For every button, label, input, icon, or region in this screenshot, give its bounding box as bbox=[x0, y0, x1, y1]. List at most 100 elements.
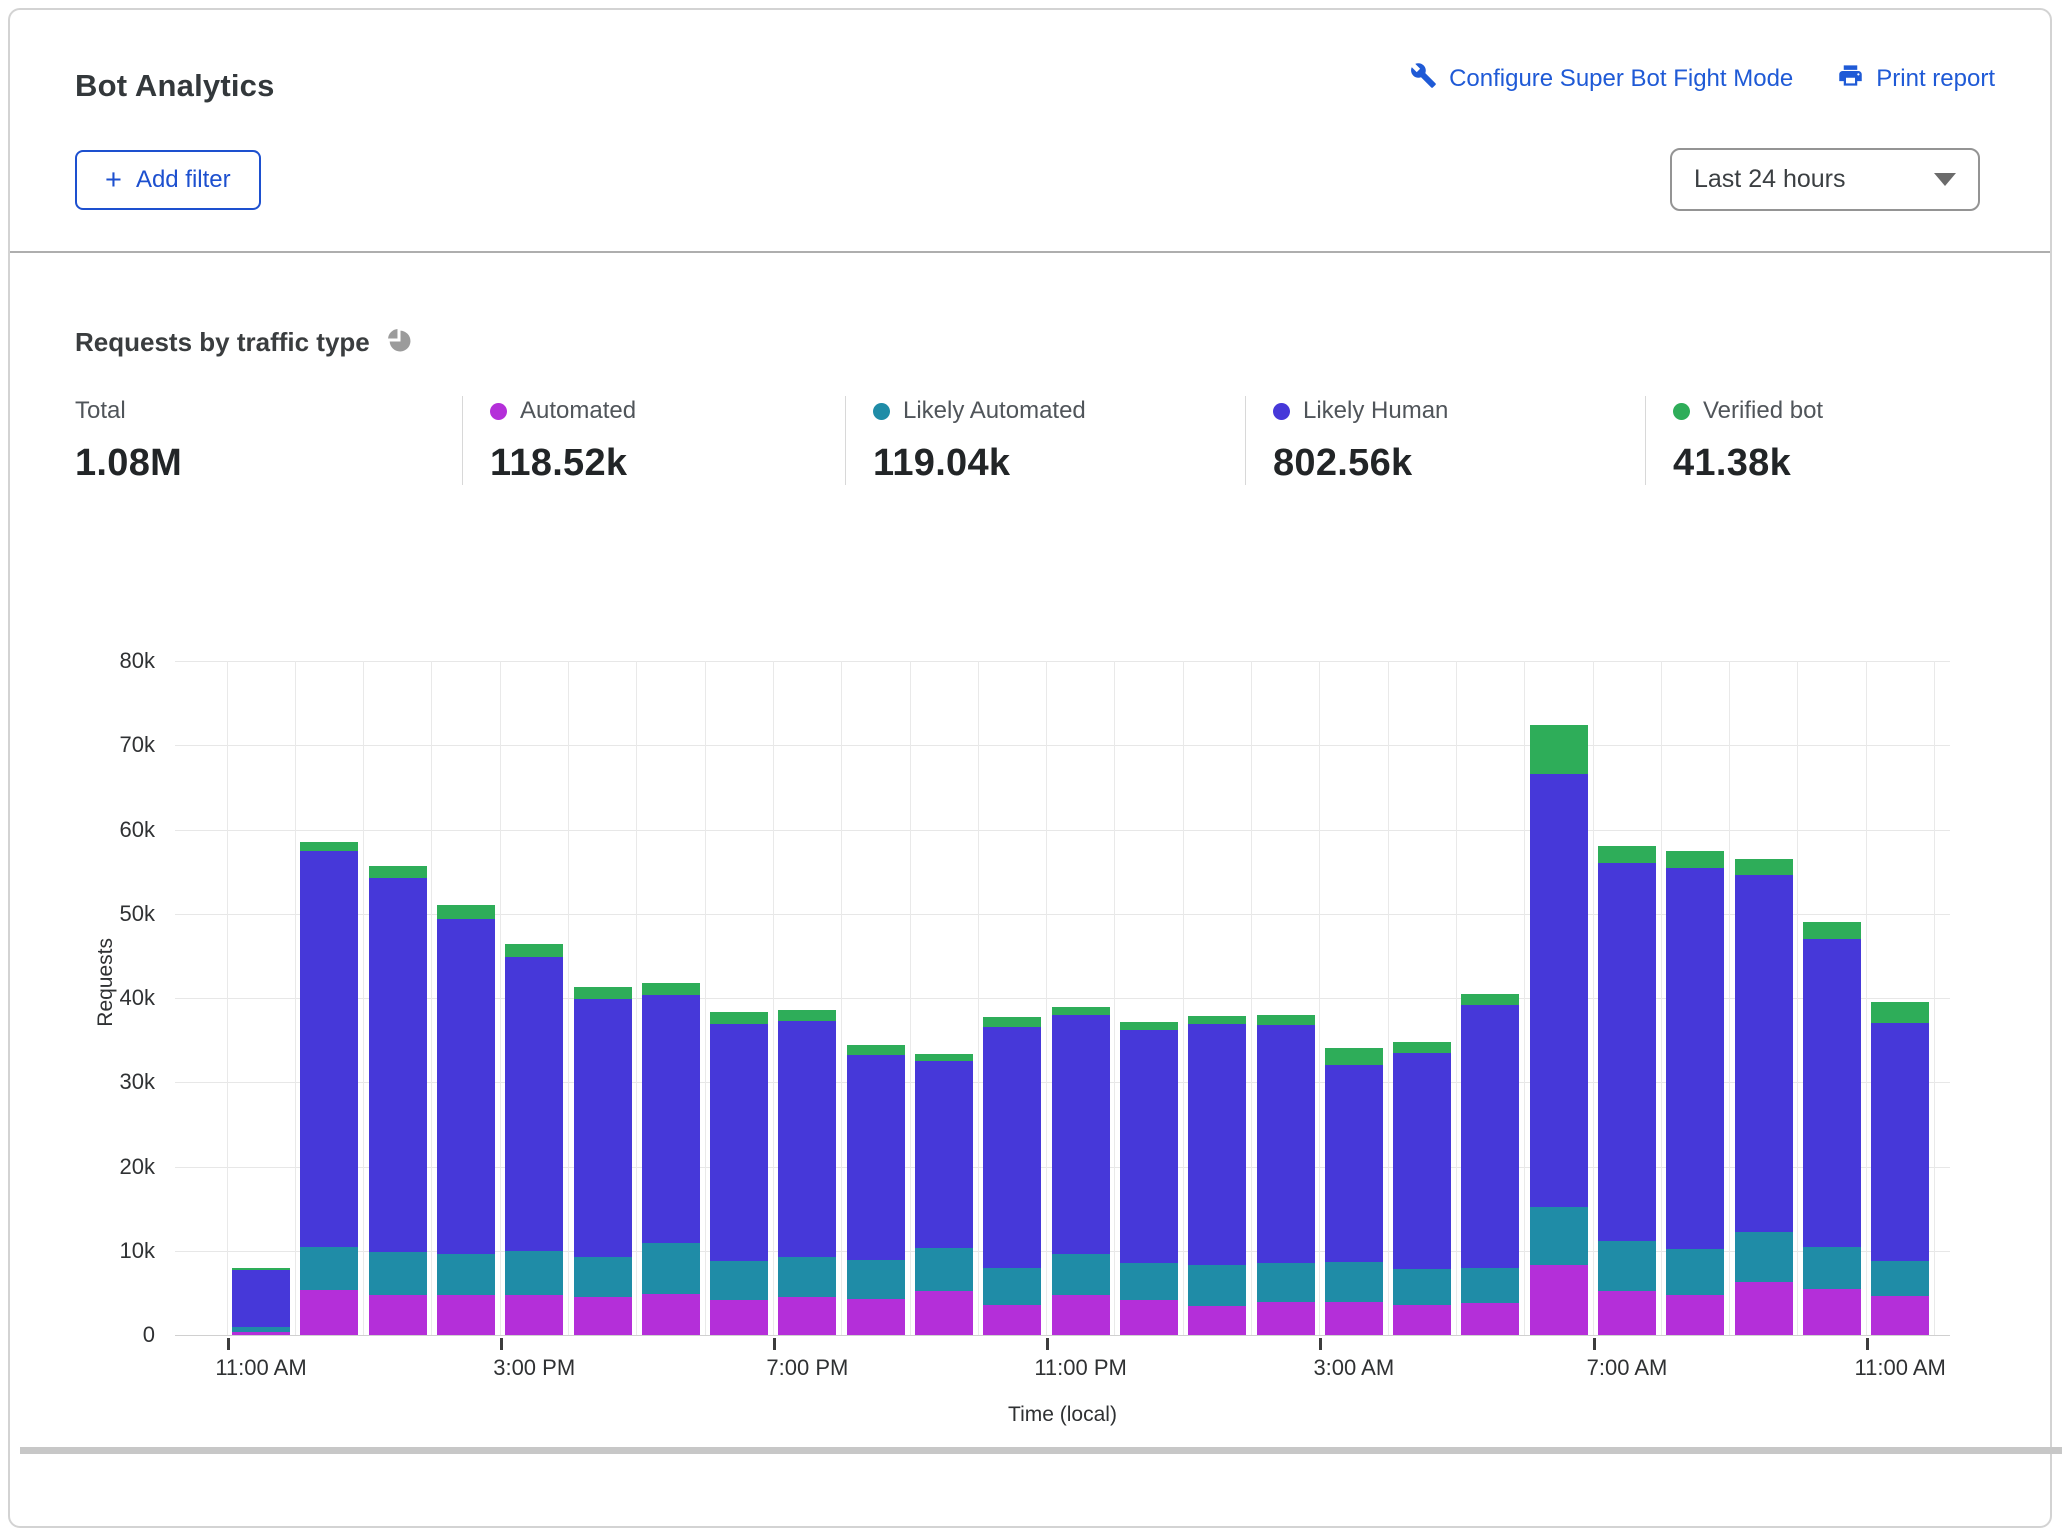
bar-segment-likely-human[interactable] bbox=[641, 995, 700, 1244]
bar-segment-likely-human[interactable] bbox=[505, 956, 564, 1251]
bar-segment-likely-human[interactable] bbox=[1461, 1004, 1520, 1268]
bar-segment-likely-automated[interactable] bbox=[710, 1260, 769, 1300]
bar-segment-likely-automated[interactable] bbox=[1051, 1254, 1110, 1296]
bar-segment-likely-human[interactable] bbox=[1529, 773, 1588, 1207]
bar-segment-likely-automated[interactable] bbox=[1461, 1267, 1520, 1303]
bar-segment-verified-bot[interactable] bbox=[1734, 858, 1793, 875]
bar-segment-likely-human[interactable] bbox=[1188, 1024, 1247, 1266]
print-report-link[interactable]: Print report bbox=[1837, 62, 1995, 96]
bar-segment-automated[interactable] bbox=[1324, 1302, 1383, 1335]
bar-segment-likely-human[interactable] bbox=[1324, 1065, 1383, 1262]
bar-segment-automated[interactable] bbox=[1529, 1265, 1588, 1335]
bar-segment-likely-human[interactable] bbox=[1119, 1030, 1178, 1263]
bar-segment-verified-bot[interactable] bbox=[300, 842, 359, 852]
bar-segment-likely-human[interactable] bbox=[846, 1055, 905, 1260]
bar-segment-automated[interactable] bbox=[300, 1290, 359, 1335]
bar-segment-verified-bot[interactable] bbox=[1393, 1041, 1452, 1053]
bar-segment-likely-human[interactable] bbox=[1734, 874, 1793, 1233]
bar-segment-likely-human[interactable] bbox=[436, 918, 495, 1255]
bar-segment-verified-bot[interactable] bbox=[1461, 993, 1520, 1005]
bar-segment-verified-bot[interactable] bbox=[641, 982, 700, 996]
bar-segment-likely-automated[interactable] bbox=[436, 1254, 495, 1296]
bar-segment-automated[interactable] bbox=[1871, 1296, 1930, 1335]
bar-segment-automated[interactable] bbox=[1051, 1295, 1110, 1335]
bar-segment-automated[interactable] bbox=[1461, 1302, 1520, 1335]
bar-segment-likely-automated[interactable] bbox=[1188, 1265, 1247, 1306]
bar-segment-automated[interactable] bbox=[641, 1293, 700, 1335]
bar-segment-likely-automated[interactable] bbox=[1666, 1249, 1725, 1295]
bar-segment-likely-human[interactable] bbox=[1051, 1014, 1110, 1255]
bar-segment-verified-bot[interactable] bbox=[232, 1267, 290, 1271]
bar-segment-likely-human[interactable] bbox=[915, 1061, 973, 1249]
bar-segment-automated[interactable] bbox=[778, 1297, 837, 1335]
bar-segment-likely-human[interactable] bbox=[983, 1026, 1042, 1268]
bar-segment-verified-bot[interactable] bbox=[1256, 1014, 1315, 1025]
bar-segment-likely-automated[interactable] bbox=[1119, 1262, 1178, 1301]
bar-segment-automated[interactable] bbox=[1598, 1291, 1656, 1335]
bar-segment-likely-automated[interactable] bbox=[1529, 1206, 1588, 1266]
bar-segment-likely-human[interactable] bbox=[232, 1270, 290, 1328]
bar-segment-likely-automated[interactable] bbox=[641, 1243, 700, 1294]
bar-segment-automated[interactable] bbox=[1393, 1304, 1452, 1335]
add-filter-button[interactable]: + Add filter bbox=[75, 149, 261, 210]
bar-segment-automated[interactable] bbox=[915, 1291, 973, 1335]
bar-segment-likely-human[interactable] bbox=[1256, 1024, 1315, 1264]
bar-segment-automated[interactable] bbox=[1256, 1302, 1315, 1335]
bar-segment-likely-automated[interactable] bbox=[368, 1252, 427, 1296]
bar-segment-likely-automated[interactable] bbox=[983, 1267, 1042, 1305]
bar-segment-verified-bot[interactable] bbox=[505, 944, 564, 957]
time-range-dropdown[interactable]: Last 24 hours bbox=[1670, 148, 1980, 211]
bar-segment-verified-bot[interactable] bbox=[1666, 850, 1725, 869]
bar-segment-likely-automated[interactable] bbox=[300, 1247, 359, 1291]
bar-segment-likely-human[interactable] bbox=[368, 878, 427, 1253]
bar-segment-verified-bot[interactable] bbox=[1871, 1002, 1930, 1024]
bar-segment-automated[interactable] bbox=[983, 1304, 1042, 1335]
bar-segment-automated[interactable] bbox=[1734, 1281, 1793, 1335]
bar-segment-likely-human[interactable] bbox=[1598, 863, 1656, 1241]
bar-segment-likely-automated[interactable] bbox=[505, 1250, 564, 1295]
bar-segment-verified-bot[interactable] bbox=[1051, 1007, 1110, 1015]
bar-segment-likely-automated[interactable] bbox=[1871, 1260, 1930, 1297]
bar-segment-automated[interactable] bbox=[505, 1294, 564, 1335]
bar-segment-likely-human[interactable] bbox=[300, 851, 359, 1248]
bar-segment-likely-automated[interactable] bbox=[573, 1256, 632, 1298]
bar-segment-verified-bot[interactable] bbox=[573, 987, 632, 999]
bar-segment-likely-human[interactable] bbox=[710, 1024, 769, 1261]
bar-segment-automated[interactable] bbox=[1188, 1305, 1247, 1335]
bar-segment-likely-automated[interactable] bbox=[846, 1260, 905, 1299]
bar-segment-likely-human[interactable] bbox=[1666, 868, 1725, 1250]
bar-segment-likely-automated[interactable] bbox=[1598, 1240, 1656, 1292]
bar-segment-likely-automated[interactable] bbox=[1324, 1261, 1383, 1303]
bar-segment-automated[interactable] bbox=[232, 1331, 290, 1335]
bar-segment-automated[interactable] bbox=[368, 1295, 427, 1335]
bar-segment-verified-bot[interactable] bbox=[710, 1012, 769, 1025]
bar-segment-automated[interactable] bbox=[846, 1298, 905, 1335]
bar-segment-automated[interactable] bbox=[436, 1295, 495, 1335]
bar-segment-verified-bot[interactable] bbox=[1324, 1047, 1383, 1066]
bar-segment-verified-bot[interactable] bbox=[1529, 725, 1588, 774]
bar-segment-likely-automated[interactable] bbox=[1256, 1263, 1315, 1303]
bar-segment-automated[interactable] bbox=[710, 1299, 769, 1335]
bar-segment-automated[interactable] bbox=[1802, 1288, 1861, 1335]
bar-segment-automated[interactable] bbox=[573, 1297, 632, 1335]
bar-segment-likely-automated[interactable] bbox=[778, 1257, 837, 1298]
bar-segment-verified-bot[interactable] bbox=[1119, 1021, 1178, 1030]
bar-segment-likely-human[interactable] bbox=[1871, 1023, 1930, 1261]
bar-segment-verified-bot[interactable] bbox=[1802, 922, 1861, 940]
configure-super-bot-fight-mode-link[interactable]: Configure Super Bot Fight Mode bbox=[1410, 62, 1793, 96]
bar-segment-likely-automated[interactable] bbox=[915, 1248, 973, 1292]
bar-segment-likely-automated[interactable] bbox=[1734, 1232, 1793, 1282]
bar-segment-verified-bot[interactable] bbox=[778, 1009, 837, 1021]
bar-segment-verified-bot[interactable] bbox=[368, 865, 427, 879]
bar-segment-verified-bot[interactable] bbox=[1188, 1015, 1247, 1025]
bar-segment-likely-human[interactable] bbox=[778, 1020, 837, 1258]
bar-segment-verified-bot[interactable] bbox=[915, 1054, 973, 1062]
bar-segment-likely-automated[interactable] bbox=[1802, 1246, 1861, 1289]
bar-segment-automated[interactable] bbox=[1666, 1294, 1725, 1335]
bar-segment-likely-human[interactable] bbox=[1802, 939, 1861, 1247]
bar-segment-verified-bot[interactable] bbox=[983, 1016, 1042, 1027]
bar-segment-verified-bot[interactable] bbox=[1598, 846, 1656, 864]
bar-segment-likely-automated[interactable] bbox=[232, 1327, 290, 1332]
bar-segment-verified-bot[interactable] bbox=[846, 1045, 905, 1056]
bar-segment-likely-automated[interactable] bbox=[1393, 1269, 1452, 1305]
